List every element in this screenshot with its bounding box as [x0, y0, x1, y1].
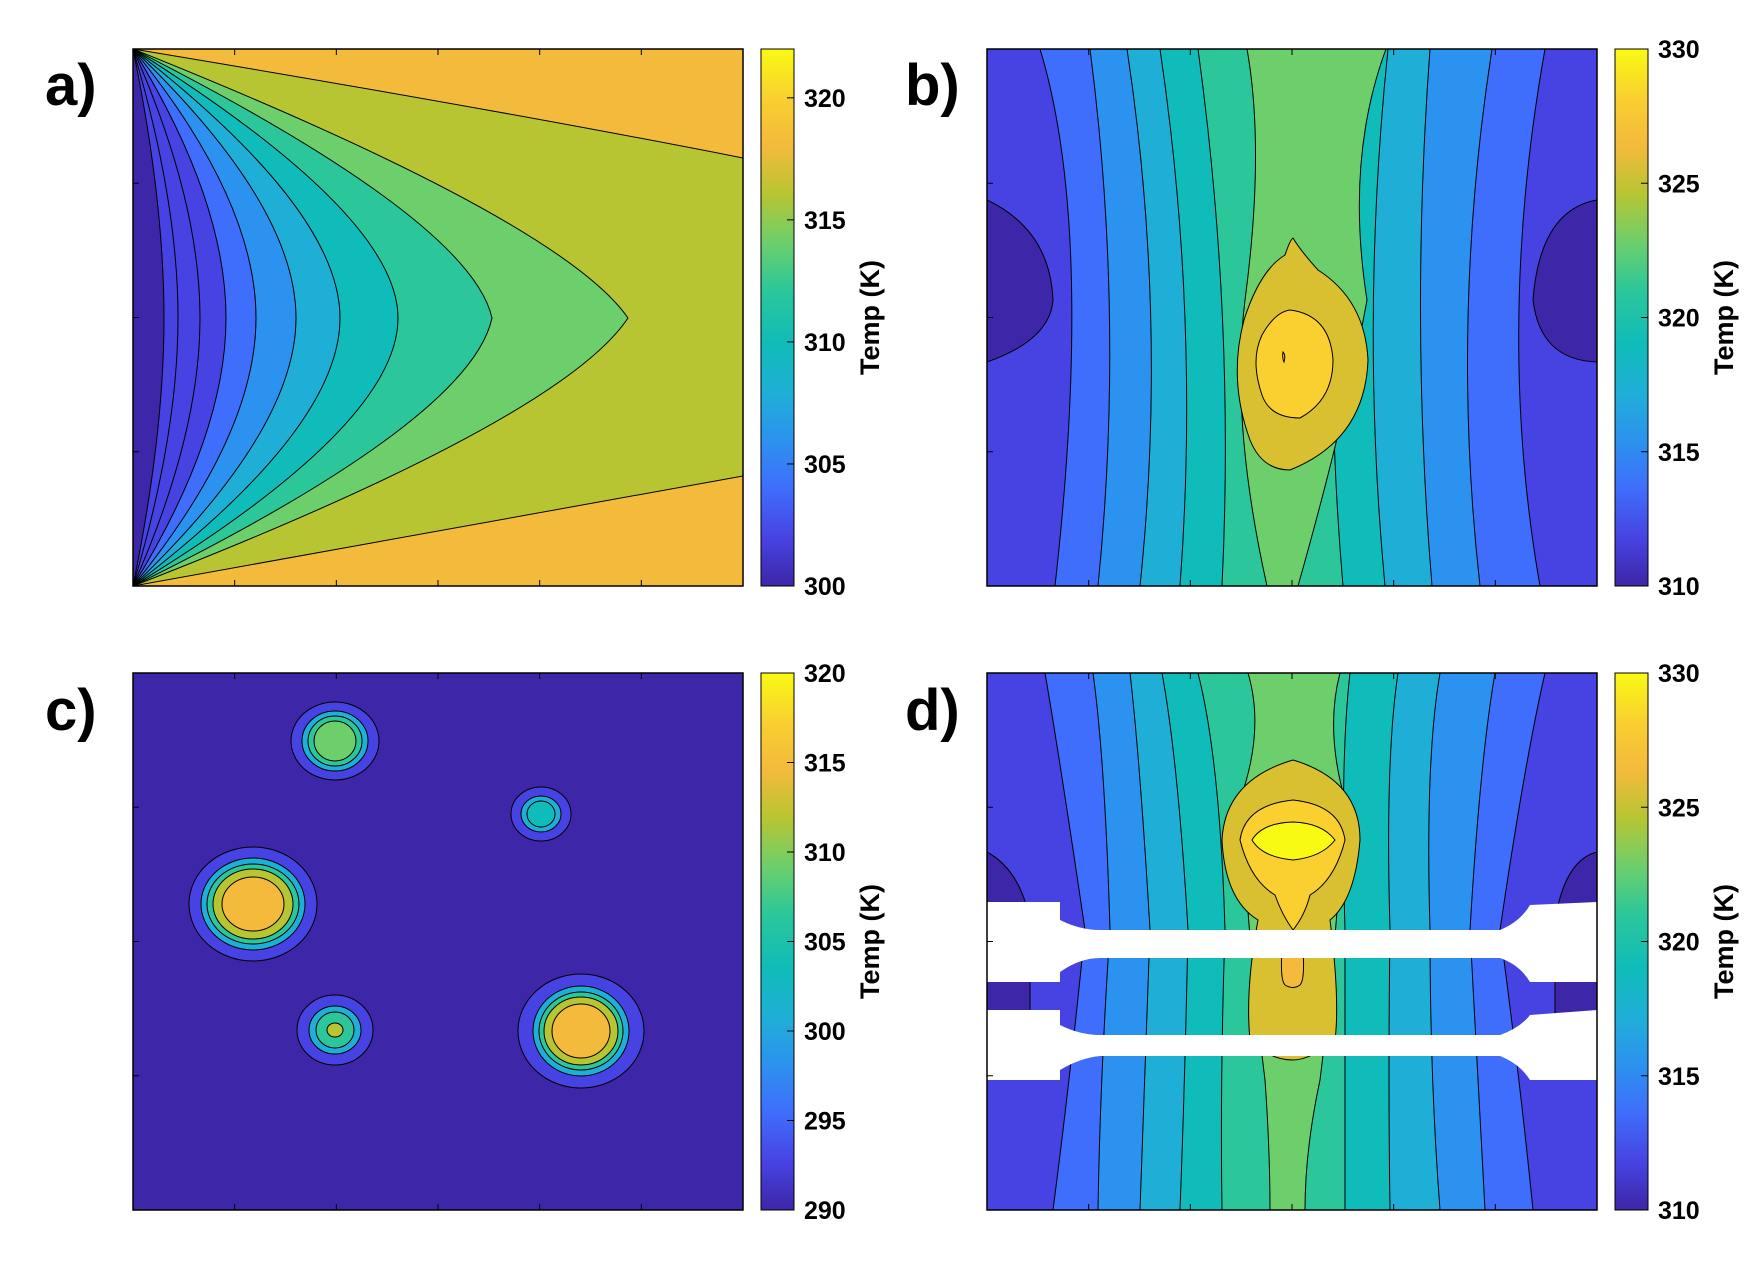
colorbar-tick-label: 320 [1658, 929, 1700, 957]
panel-label: a) [45, 53, 97, 118]
mask-band-upper [987, 902, 1597, 982]
colorbar-label: Temp (K) [1709, 260, 1739, 375]
colorbar-tick-label: 320 [804, 660, 846, 688]
colorbar-tick-label: 310 [1658, 573, 1700, 601]
panel-c [132, 672, 744, 1211]
colorbar-tick-label: 320 [804, 85, 846, 113]
colorbar-tick-label: 325 [1658, 794, 1700, 822]
colorbar-tick-label: 330 [1658, 660, 1700, 688]
colorbar-tick-label: 315 [1658, 1063, 1700, 1091]
colorbar-tick-label: 310 [1658, 1197, 1700, 1225]
panel-b-field [987, 49, 1597, 586]
panel-d-field [987, 673, 1597, 1210]
colorbar-tick-label: 315 [804, 750, 846, 778]
colorbar-tick-label: 300 [804, 573, 846, 601]
colorbar-tick-label: 330 [1658, 36, 1700, 64]
panel-d [986, 672, 1598, 1211]
panel-a-annotations: a) 300 305 310 315 320 Temp (K) [45, 48, 885, 601]
colorbar-tick-label: 315 [1658, 439, 1700, 467]
panel-b [986, 48, 1598, 587]
panel-c-annotations: c) 290 295 300 305 310 315 320 Temp (K) [45, 660, 885, 1225]
colorbar-tick-label: 310 [804, 329, 846, 357]
colorbar-tick-label: 290 [804, 1197, 846, 1225]
panel-label: c) [45, 678, 97, 743]
panel-label: d) [905, 678, 960, 743]
colorbar-tick-label: 320 [1658, 305, 1700, 333]
colorbar-label: Temp (K) [855, 884, 885, 999]
mask-band-lower [987, 1010, 1597, 1080]
colorbar-tick-label: 295 [804, 1108, 846, 1136]
panel-d-annotations: d) 310 315 320 325 330 Temp (K) [905, 660, 1739, 1225]
panel-c-field [133, 673, 743, 1210]
colorbar-label: Temp (K) [855, 260, 885, 375]
overlay: a) 300 305 310 315 320 Temp (K) b) 310 315 320 325 3… [45, 36, 1739, 1225]
colorbar-label: Temp (K) [1709, 884, 1739, 999]
colorbar [760, 48, 795, 587]
colorbar-tick-label: 300 [804, 1018, 846, 1046]
colorbar-tick-label: 310 [804, 839, 846, 867]
colorbar-tick-label: 305 [804, 929, 846, 957]
colorbar-tick-label: 325 [1658, 170, 1700, 198]
colorbar-tick-label: 315 [804, 207, 846, 235]
panel-a [132, 48, 744, 587]
panel-label: b) [905, 53, 960, 118]
panel-a-field [133, 49, 743, 586]
colorbar-tick-label: 305 [804, 451, 846, 479]
panel-b-annotations: b) 310 315 320 325 330 Temp (K) [905, 36, 1739, 601]
